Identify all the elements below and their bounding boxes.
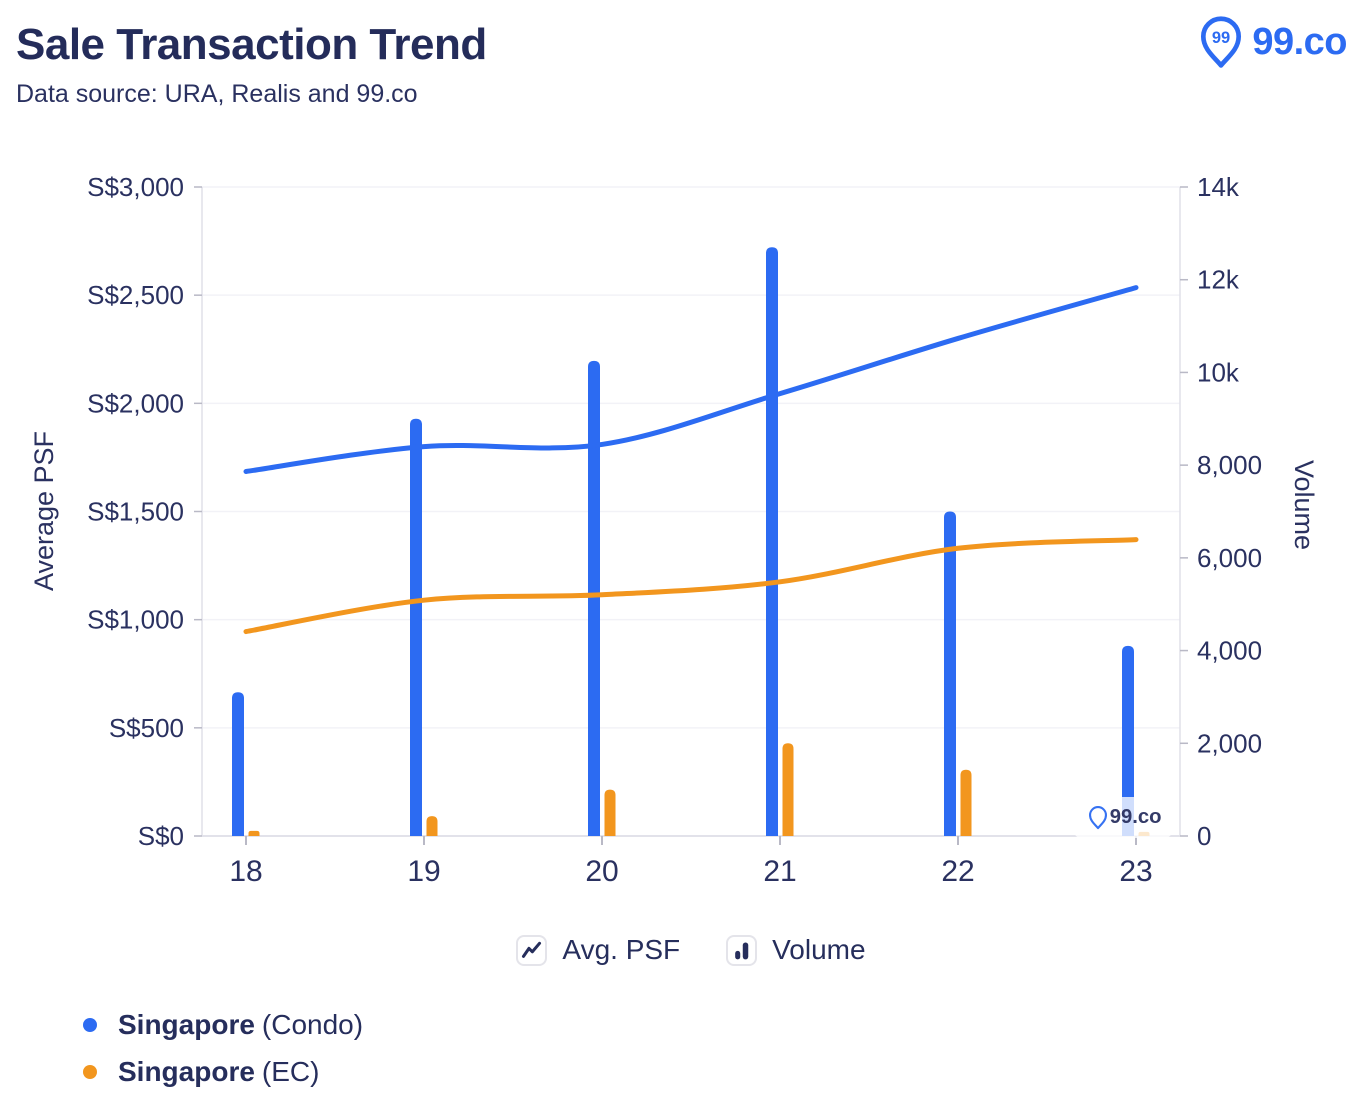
- bars-ec: [248, 743, 1150, 836]
- series-name: Singapore: [118, 1009, 255, 1040]
- metric-legend-volume: Volume: [726, 934, 866, 966]
- x-axis-tick-label: 19: [407, 855, 440, 888]
- series-legend: Singapore (Condo) Singapore (EC): [83, 1009, 364, 1104]
- right-axis-tick-label: 0: [1197, 821, 1211, 851]
- x-axis-tick-label: 23: [1119, 855, 1152, 888]
- volume-bar: [248, 830, 260, 836]
- avg-psf-line: [243, 537, 1139, 635]
- series-legend-ec: Singapore (EC): [83, 1056, 363, 1087]
- volume-bar: [588, 360, 600, 836]
- axis-labels: S$0 S$500 S$1,000 S$1,500 S$2,000 S$2,500 S$3,…: [29, 172, 1319, 888]
- metric-legend-label: Volume: [772, 934, 866, 965]
- volume-bar: [232, 692, 244, 836]
- right-axis-tick-label: 2,000: [1197, 728, 1262, 758]
- brand-name: 99.co: [1252, 20, 1347, 63]
- map-pin-icon: 99: [1201, 16, 1242, 68]
- series-name: Singapore: [118, 1056, 255, 1087]
- brand-logo: 99 99.co: [1198, 16, 1347, 68]
- left-axis-tick-label: S$3,000: [87, 172, 184, 202]
- line-ec: [243, 537, 1139, 635]
- left-axis-tick-label: S$1,500: [87, 497, 184, 527]
- volume-bar: [604, 789, 616, 836]
- watermark: 99.co: [1074, 797, 1172, 838]
- x-axis-tick-label: 21: [763, 855, 796, 888]
- metric-legend: Avg. PSF Volume: [202, 934, 1180, 966]
- left-axis-tick-label: S$2,000: [87, 388, 184, 418]
- map-pin-icon: [1088, 806, 1108, 830]
- line-condo: [243, 285, 1139, 474]
- tick-marks: [194, 186, 1188, 845]
- x-axis-tick-label: 22: [941, 855, 974, 888]
- svg-text:99: 99: [1212, 29, 1230, 47]
- report-header: Sale Transaction Trend Data source: URA,…: [16, 20, 487, 109]
- volume-bar: [782, 743, 794, 836]
- page-title: Sale Transaction Trend: [16, 20, 487, 69]
- metric-legend-label: Avg. PSF: [562, 934, 681, 965]
- volume-bar: [1122, 645, 1134, 836]
- bars-condo: [232, 247, 1134, 836]
- volume-bar: [944, 511, 956, 836]
- series-qualifier: (Condo): [261, 1009, 364, 1040]
- right-axis-tick-label: 12k: [1197, 265, 1240, 295]
- left-axis-title: Average PSF: [29, 431, 59, 591]
- right-axis-tick-label: 6,000: [1197, 543, 1262, 573]
- left-axis-tick-label: S$500: [109, 713, 184, 743]
- left-axis-tick-label: S$0: [138, 821, 184, 851]
- right-axis-title: Volume: [1289, 460, 1319, 550]
- series-qualifier: (EC): [261, 1056, 320, 1087]
- chart-canvas: S$0 S$500 S$1,000 S$1,500 S$2,000 S$2,500 S$3,…: [29, 172, 1319, 888]
- left-axis-tick-label: S$1,000: [87, 605, 184, 635]
- bar-chart-icon: [726, 934, 758, 966]
- watermark-text: 99.co: [1110, 806, 1162, 828]
- right-axis-tick-label: 14k: [1197, 172, 1240, 202]
- condo-color-dot: [83, 1018, 97, 1032]
- right-axis-tick-label: 4,000: [1197, 636, 1262, 666]
- watermark-logo: 99.co: [1088, 806, 1162, 830]
- right-axis-tick-label: 8,000: [1197, 450, 1262, 480]
- line-chart-icon: [516, 934, 548, 966]
- metric-legend-avg-psf: Avg. PSF: [516, 934, 680, 966]
- gridlines: [202, 186, 1180, 729]
- x-axis-tick-label: 20: [585, 855, 618, 888]
- ec-color-dot: [83, 1065, 97, 1079]
- left-axis-tick-label: S$2,500: [87, 280, 184, 310]
- data-source-note: Data source: URA, Realis and 99.co: [16, 80, 418, 109]
- volume-bar: [426, 816, 438, 836]
- volume-bar: [410, 418, 422, 836]
- volume-bar: [960, 769, 972, 836]
- volume-bar: [766, 247, 778, 836]
- x-axis-tick-label: 18: [229, 855, 262, 888]
- avg-psf-line: [243, 285, 1139, 474]
- series-legend-condo: Singapore (Condo): [83, 1009, 364, 1040]
- right-axis-tick-label: 10k: [1197, 357, 1240, 387]
